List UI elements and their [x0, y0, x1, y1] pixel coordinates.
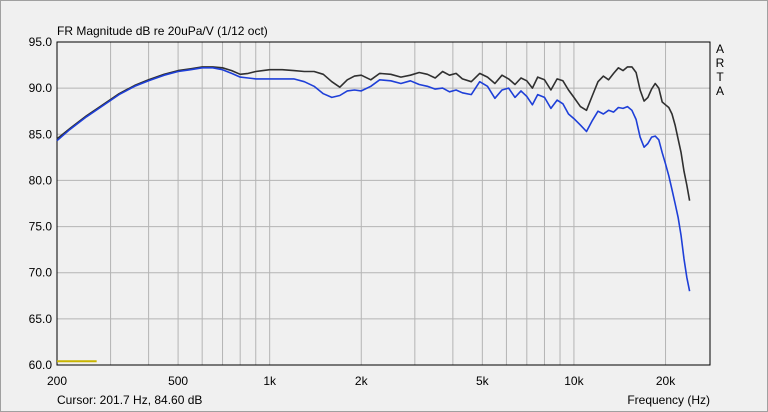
- y-tick-label: 75.0: [29, 220, 53, 234]
- watermark-letter: A: [716, 42, 724, 56]
- series-line-2: [56, 67, 691, 292]
- y-tick-label: 70.0: [29, 266, 53, 280]
- plot-area[interactable]: [56, 41, 711, 366]
- watermark-letter: T: [716, 70, 724, 84]
- x-tick-label: 20k: [656, 374, 676, 388]
- y-tick-label: 95.0: [29, 35, 53, 49]
- x-tick-label: 5k: [476, 374, 490, 388]
- x-tick-label: 200: [47, 374, 67, 388]
- x-tick-label: 10k: [564, 374, 584, 388]
- series-line-1: [56, 66, 691, 201]
- watermark-letter: R: [716, 56, 725, 70]
- watermark-letter: A: [716, 84, 724, 98]
- x-axis-label: Frequency (Hz): [627, 393, 710, 407]
- y-tick-label: 90.0: [29, 81, 53, 95]
- y-tick-label: 65.0: [29, 312, 53, 326]
- chart-title: FR Magnitude dB re 20uPa/V (1/12 oct): [57, 24, 268, 38]
- y-tick-label: 80.0: [29, 173, 53, 187]
- cursor-readout: Cursor: 201.7 Hz, 84.60 dB: [57, 393, 202, 407]
- x-tick-label: 2k: [355, 374, 369, 388]
- x-tick-label: 500: [168, 374, 188, 388]
- x-tick-label: 1k: [263, 374, 277, 388]
- y-tick-label: 85.0: [29, 127, 53, 141]
- y-tick-label: 60.0: [29, 358, 53, 372]
